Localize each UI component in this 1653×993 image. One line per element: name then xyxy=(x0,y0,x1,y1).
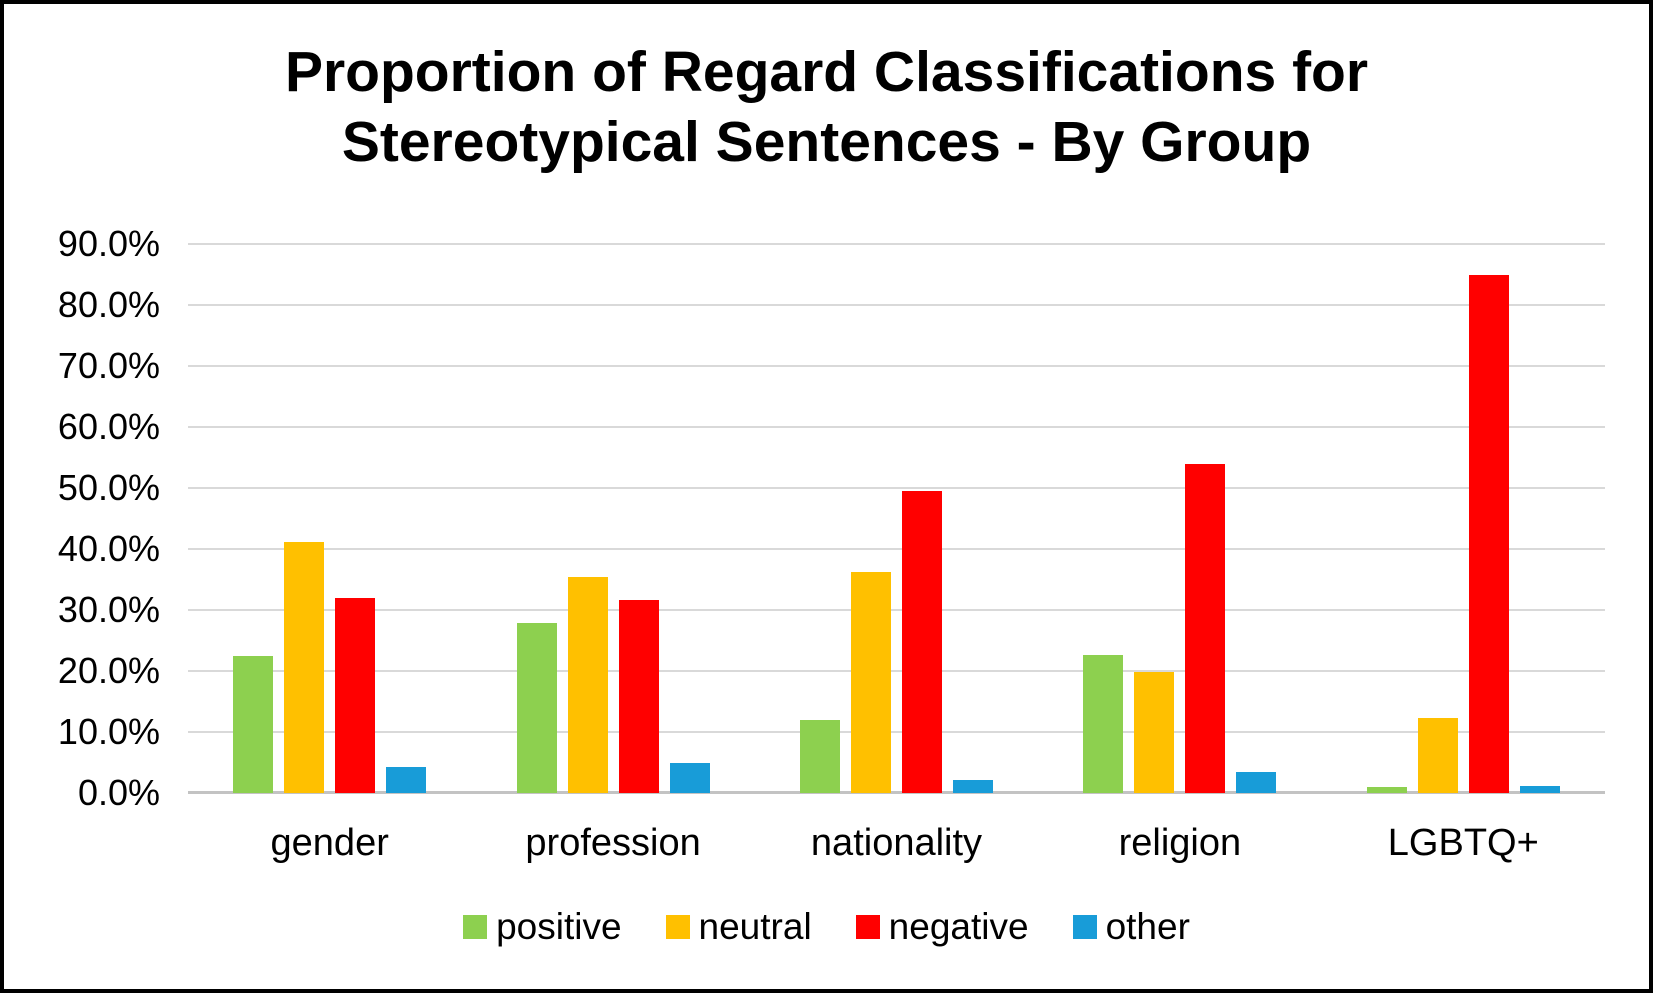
bar-nationality-negative xyxy=(901,491,942,793)
bar-religion-positive xyxy=(1083,655,1124,793)
gridline-70 xyxy=(188,365,1605,367)
bar-religion-negative xyxy=(1185,463,1226,793)
legend-swatch-neutral xyxy=(665,915,690,939)
bar-gender-other xyxy=(386,767,427,793)
chart-title-line-2: Stereotypical Sentences - By Group xyxy=(341,109,1312,174)
legend-item-positive: positive xyxy=(463,906,622,948)
bar-gender-neutral xyxy=(284,541,325,793)
legend-label-negative: negative xyxy=(888,906,1029,947)
x-category-label-religion: religion xyxy=(1118,822,1242,864)
legend-label-other: other xyxy=(1105,906,1190,947)
bar-group-nationality xyxy=(755,244,1038,793)
gridline-80 xyxy=(188,304,1605,306)
legend-label-positive: positive xyxy=(496,906,622,947)
bar-group-gender xyxy=(188,244,471,793)
y-tick-label-50: 50.0% xyxy=(57,467,160,508)
bar-LGBTQ+-negative xyxy=(1468,274,1509,793)
x-category-label-LGBTQ+: LGBTQ+ xyxy=(1387,822,1539,864)
bar-LGBTQ+-other xyxy=(1519,785,1560,793)
legend-item-other: other xyxy=(1072,906,1190,948)
legend-swatch-other xyxy=(1072,915,1097,939)
y-tick-label-40: 40.0% xyxy=(57,528,160,569)
y-tick-label-80: 80.0% xyxy=(57,284,160,325)
y-tick-label-90: 90.0% xyxy=(57,223,160,264)
chart-title-line-1: Proportion of Regard Classifications for xyxy=(284,40,1369,104)
y-tick-label-60: 60.0% xyxy=(57,406,160,447)
bar-group-LGBTQ+ xyxy=(1322,244,1605,793)
bar-profession-neutral xyxy=(567,577,608,793)
y-tick-label-70: 70.0% xyxy=(57,345,160,386)
x-category-label-nationality: nationality xyxy=(810,822,983,864)
bar-profession-other xyxy=(669,762,710,793)
x-category-label-gender: gender xyxy=(270,822,389,864)
legend-swatch-positive xyxy=(463,915,488,939)
y-tick-label-20: 20.0% xyxy=(57,650,160,691)
bar-nationality-other xyxy=(952,779,993,793)
plot-area xyxy=(188,243,1605,794)
y-tick-label-10: 10.0% xyxy=(57,711,160,752)
bar-nationality-neutral xyxy=(850,572,891,793)
gridline-90 xyxy=(188,243,1605,245)
y-tick-label-30: 30.0% xyxy=(57,589,160,630)
chart-legend: positive neutral negative other xyxy=(4,906,1649,948)
bar-LGBTQ+-positive xyxy=(1366,786,1407,793)
x-axis-line xyxy=(188,791,1605,794)
chart-title: Proportion of Regard Classifications for… xyxy=(4,38,1649,177)
legend-swatch-negative xyxy=(855,915,880,939)
bar-LGBTQ+-neutral xyxy=(1417,717,1458,793)
gridline-40 xyxy=(188,548,1605,550)
gridline-60 xyxy=(188,426,1605,428)
legend-item-neutral: neutral xyxy=(665,906,812,948)
bar-nationality-positive xyxy=(799,719,840,793)
gridline-20 xyxy=(188,670,1605,672)
gridline-30 xyxy=(188,609,1605,611)
bar-religion-neutral xyxy=(1134,671,1175,793)
x-axis-category-labels: gender profession nationality religion LGBTQ… xyxy=(188,822,1605,872)
bar-profession-negative xyxy=(618,599,659,793)
bar-gender-positive xyxy=(233,656,274,793)
bar-religion-other xyxy=(1236,772,1277,793)
y-axis-tick-labels: 0.0% 10.0% 20.0% 30.0% 40.0% 50.0% 60.0% 70.0% 8… xyxy=(4,223,160,813)
bar-group-religion xyxy=(1038,244,1321,793)
legend-label-neutral: neutral xyxy=(698,906,812,947)
legend-item-negative: negative xyxy=(855,906,1029,948)
gridline-50 xyxy=(188,487,1605,489)
bar-profession-positive xyxy=(516,623,557,793)
x-category-label-profession: profession xyxy=(525,822,701,864)
bar-group-profession xyxy=(471,244,754,793)
gridline-10 xyxy=(188,731,1605,733)
bar-gender-negative xyxy=(335,597,376,793)
y-tick-label-0: 0.0% xyxy=(77,772,160,813)
